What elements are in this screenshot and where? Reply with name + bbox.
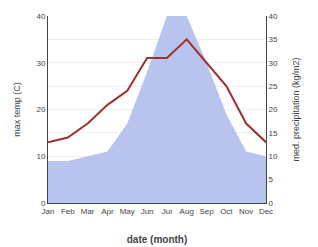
- svg-text:Jul: Jul: [162, 207, 172, 216]
- svg-text:med. precipitation (kg/m2): med. precipitation (kg/m2): [291, 57, 301, 161]
- svg-text:0: 0: [269, 199, 274, 208]
- svg-text:0: 0: [41, 199, 46, 208]
- svg-text:5: 5: [269, 175, 274, 184]
- svg-text:15: 15: [269, 129, 278, 138]
- svg-text:May: May: [120, 207, 135, 216]
- svg-text:30: 30: [36, 59, 45, 68]
- svg-text:date (month): date (month): [127, 234, 188, 245]
- svg-text:20: 20: [269, 105, 278, 114]
- svg-text:Aug: Aug: [180, 207, 194, 216]
- svg-text:35: 35: [269, 35, 278, 44]
- svg-text:Jun: Jun: [141, 207, 154, 216]
- svg-text:30: 30: [269, 59, 278, 68]
- svg-text:40: 40: [269, 12, 278, 21]
- svg-text:Oct: Oct: [220, 207, 233, 216]
- svg-text:Apr: Apr: [101, 207, 114, 216]
- svg-text:Sep: Sep: [199, 207, 214, 216]
- svg-text:Mar: Mar: [81, 207, 95, 216]
- svg-text:20: 20: [36, 105, 45, 114]
- svg-text:10: 10: [269, 152, 278, 161]
- svg-text:10: 10: [36, 152, 45, 161]
- svg-text:Feb: Feb: [61, 207, 75, 216]
- svg-text:Jan: Jan: [42, 207, 55, 216]
- svg-text:Dec: Dec: [259, 207, 273, 216]
- svg-text:40: 40: [36, 12, 45, 21]
- svg-text:Nov: Nov: [239, 207, 253, 216]
- svg-text:max temp (C): max temp (C): [12, 82, 22, 137]
- svg-text:25: 25: [269, 82, 278, 91]
